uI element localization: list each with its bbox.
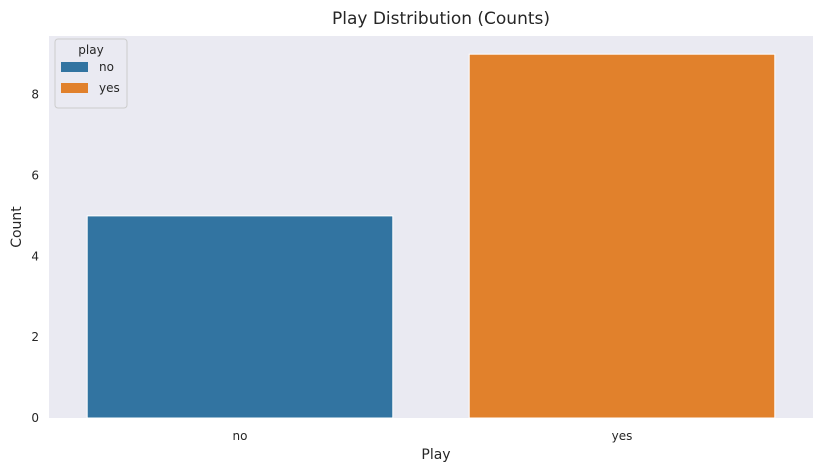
legend-label-no: no [99, 60, 114, 74]
legend-swatch-yes [61, 83, 88, 93]
legend: play no yes [54, 38, 128, 109]
y-tick-4: 4 [31, 249, 39, 263]
x-axis-label: Play [421, 447, 450, 463]
y-axis-label: Count [9, 206, 25, 248]
y-tick-8: 8 [31, 88, 39, 102]
y-tick-labels: 0 2 4 6 8 [31, 88, 39, 425]
legend-title: play [78, 43, 103, 57]
bar-group [86, 53, 776, 419]
chart-title: Play Distribution (Counts) [332, 9, 550, 29]
legend-label-yes: yes [99, 81, 120, 95]
x-tick-yes: yes [612, 429, 633, 443]
y-tick-2: 2 [31, 330, 39, 344]
legend-swatch-no [61, 62, 88, 72]
y-tick-6: 6 [31, 168, 39, 182]
x-tick-labels: no yes [233, 429, 633, 443]
x-tick-no: no [233, 429, 248, 443]
bar-yes [468, 53, 776, 419]
y-tick-0: 0 [31, 411, 39, 425]
bar-no [86, 215, 394, 419]
